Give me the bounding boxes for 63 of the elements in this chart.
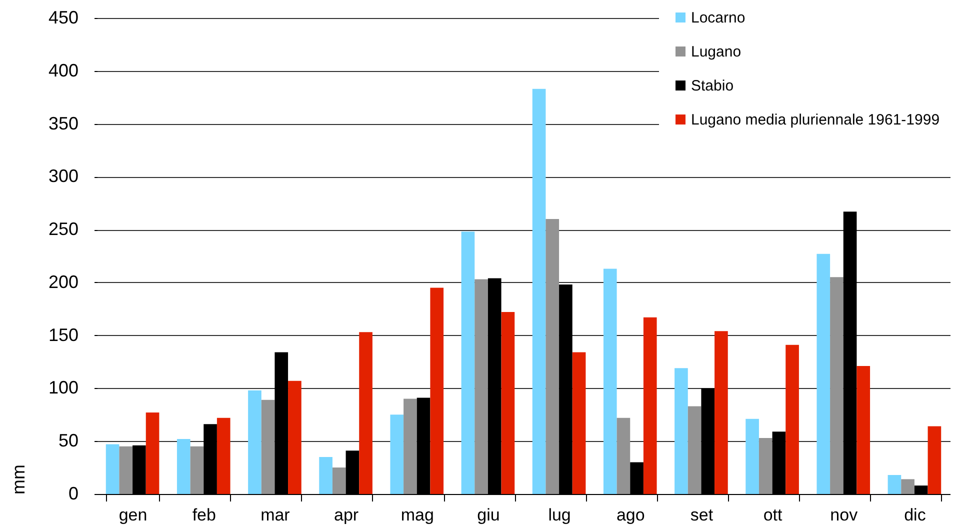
bar xyxy=(928,426,942,494)
bar xyxy=(288,380,302,494)
x-tick-label: set xyxy=(690,506,714,524)
bar xyxy=(248,390,262,494)
bar xyxy=(119,446,133,494)
y-tick-label: 0 xyxy=(68,484,78,504)
x-tick-label: ott xyxy=(763,506,783,524)
bar xyxy=(746,418,759,494)
bar xyxy=(390,414,404,494)
bar xyxy=(786,344,799,494)
bar xyxy=(404,398,417,494)
bar xyxy=(603,268,617,494)
bar xyxy=(501,312,515,494)
bar xyxy=(176,438,190,494)
x-tick-label: giu xyxy=(477,506,500,524)
y-tick-label: 150 xyxy=(48,324,78,345)
bar xyxy=(106,444,120,494)
y-tick-label: 100 xyxy=(48,378,78,398)
y-tick-label: 250 xyxy=(48,219,78,240)
bar xyxy=(616,418,630,494)
bar xyxy=(714,331,728,494)
y-tick-label: 200 xyxy=(48,272,78,292)
bar xyxy=(146,412,160,494)
x-tick-label: feb xyxy=(192,506,216,524)
bar xyxy=(332,468,346,494)
x-tick-label: dic xyxy=(904,506,926,524)
x-tick-label: ago xyxy=(616,506,645,524)
bar xyxy=(474,279,488,494)
bar xyxy=(816,254,830,494)
bar xyxy=(758,438,772,494)
y-tick-label: 400 xyxy=(48,60,78,80)
y-tick-label: 350 xyxy=(48,113,78,134)
bar xyxy=(572,352,586,494)
x-tick-label: mar xyxy=(260,506,290,524)
legend-label: Lugano media pluriennale 1961-1999 xyxy=(691,112,940,128)
y-axis-title: mm xyxy=(8,464,28,494)
bar xyxy=(430,288,444,494)
x-tick-label: mag xyxy=(400,506,434,524)
x-tick-label: lug xyxy=(548,506,571,524)
bar xyxy=(546,218,560,494)
bar xyxy=(319,456,332,494)
bar xyxy=(532,88,546,494)
legend-label: Stabio xyxy=(691,78,734,94)
y-tick-label: 450 xyxy=(48,8,78,28)
bar xyxy=(688,406,702,494)
bar xyxy=(888,474,902,494)
y-tick-label: 300 xyxy=(48,166,78,186)
x-tick-label: nov xyxy=(830,506,858,524)
x-tick-label: gen xyxy=(118,506,148,524)
bar xyxy=(856,366,870,494)
bar xyxy=(461,232,475,494)
y-tick-label: 50 xyxy=(58,430,78,451)
legend-label: Locarno xyxy=(691,10,746,26)
bar xyxy=(216,418,230,494)
bar xyxy=(643,317,657,494)
bar xyxy=(901,479,914,494)
bar xyxy=(261,400,275,494)
bar xyxy=(674,368,688,494)
bar xyxy=(359,332,372,494)
bar xyxy=(190,446,204,494)
legend-label: Lugano xyxy=(691,44,742,60)
bar xyxy=(830,277,844,494)
x-tick-label: apr xyxy=(334,506,359,524)
